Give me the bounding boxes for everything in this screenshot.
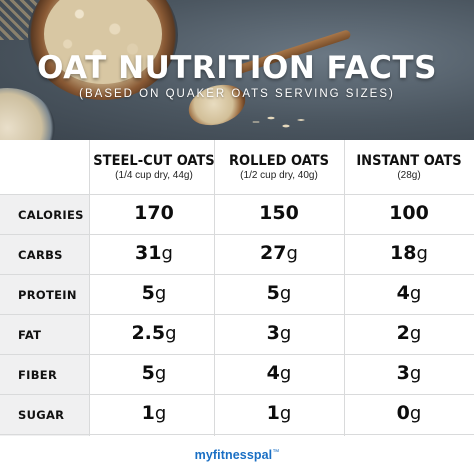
cell-value: 3 (396, 362, 410, 384)
table-row-carbs: CARBS 31g 27g 18g (0, 235, 474, 275)
cell-value: 2.5 (131, 322, 166, 344)
nutrition-table: STEEL-CUT OATS (1/4 cup dry, 44g) ROLLED… (0, 140, 474, 436)
trademark-symbol: ™ (272, 448, 280, 456)
table-cell: 150 (214, 202, 344, 224)
column-name: INSTANT OATS (356, 153, 462, 169)
cell-value: 1 (266, 402, 280, 424)
table-cell: 0g (344, 402, 474, 424)
row-label: SUGAR (18, 408, 65, 422)
row-label: CALORIES (18, 208, 84, 222)
cell-unit: g (409, 363, 422, 384)
table-cell: 31g (89, 242, 219, 264)
cell-value: 150 (259, 202, 299, 224)
cell-value: 5 (141, 282, 155, 304)
label-column-band (0, 195, 89, 436)
cell-value: 1 (141, 402, 155, 424)
column-serving: (28g) (397, 170, 421, 181)
table-row-fat: FAT 2.5g 3g 2g (0, 315, 474, 355)
table-header-row: STEEL-CUT OATS (1/4 cup dry, 44g) ROLLED… (0, 140, 474, 195)
column-header-steel-cut: STEEL-CUT OATS (1/4 cup dry, 44g) (89, 153, 219, 181)
table-cell: 3g (344, 362, 474, 384)
table-cell: 3g (214, 322, 344, 344)
footer: myfitnesspal™ (0, 436, 474, 474)
cell-value: 5 (141, 362, 155, 384)
cell-unit: g (154, 403, 167, 424)
wooden-spoon-image (183, 77, 251, 133)
cell-value: 18 (390, 242, 417, 264)
page-subtitle: (BASED ON QUAKER OATS SERVING SIZES) (79, 88, 395, 100)
table-cell: 18g (344, 242, 474, 264)
cell-value: 4 (266, 362, 280, 384)
table-row-fiber: FIBER 5g 4g 3g (0, 355, 474, 395)
row-label: PROTEIN (18, 288, 77, 302)
table-cell: 4g (344, 282, 474, 304)
cell-unit: g (154, 363, 167, 384)
cell-unit: g (279, 323, 292, 344)
oats-in-bowl (44, 0, 162, 84)
cell-unit: g (279, 283, 292, 304)
table-cell: 4g (214, 362, 344, 384)
column-header-rolled: ROLLED OATS (1/2 cup dry, 40g) (214, 153, 344, 181)
cell-unit: g (286, 243, 298, 264)
table-cell: 1g (89, 402, 219, 424)
table-cell: 170 (89, 202, 219, 224)
hero-banner: OAT NUTRITION FACTS (BASED ON QUAKER OAT… (0, 0, 474, 140)
cell-value: 31 (135, 242, 162, 264)
cell-value: 27 (260, 242, 287, 264)
table-row-calories: CALORIES 170 150 100 (0, 195, 474, 235)
cell-value: 5 (266, 282, 280, 304)
cell-unit: g (279, 363, 292, 384)
column-name: STEEL-CUT OATS (93, 153, 215, 169)
table-cell: 2.5g (89, 322, 219, 344)
column-divider (344, 140, 345, 436)
column-header-instant: INSTANT OATS (28g) (344, 153, 474, 181)
table-row-sugar: SUGAR 1g 1g 0g (0, 395, 474, 435)
table-cell: 27g (214, 242, 344, 264)
cell-unit: g (409, 283, 422, 304)
scattered-oats (250, 112, 310, 132)
brand-name: myfitnesspal (194, 448, 273, 462)
cell-value: 100 (389, 202, 429, 224)
row-label: FIBER (18, 368, 58, 382)
column-divider (89, 140, 90, 436)
row-label: FAT (18, 328, 42, 342)
table-cell: 5g (89, 282, 219, 304)
cell-value: 170 (134, 202, 174, 224)
table-cell: 1g (214, 402, 344, 424)
table-row-protein: PROTEIN 5g 5g 4g (0, 275, 474, 315)
column-name: ROLLED OATS (228, 153, 329, 169)
cell-unit: g (416, 243, 428, 264)
table-cell: 5g (214, 282, 344, 304)
table-cell: 100 (344, 202, 474, 224)
cell-value: 0 (396, 402, 410, 424)
cell-unit: g (409, 323, 422, 344)
cell-value: 2 (396, 322, 410, 344)
cell-value: 4 (396, 282, 410, 304)
table-cell: 2g (344, 322, 474, 344)
cell-value: 3 (266, 322, 280, 344)
table-cell: 5g (89, 362, 219, 384)
cell-unit: g (161, 243, 173, 264)
brand-logo[interactable]: myfitnesspal™ (0, 448, 474, 462)
column-divider (214, 140, 215, 436)
column-serving: (1/2 cup dry, 40g) (240, 170, 318, 181)
column-serving: (1/4 cup dry, 44g) (115, 170, 193, 181)
cell-unit: g (165, 323, 177, 344)
cell-unit: g (279, 403, 292, 424)
cell-unit: g (154, 283, 167, 304)
page-title: OAT NUTRITION FACTS (37, 50, 437, 86)
cell-unit: g (409, 403, 422, 424)
row-label: CARBS (18, 248, 63, 262)
